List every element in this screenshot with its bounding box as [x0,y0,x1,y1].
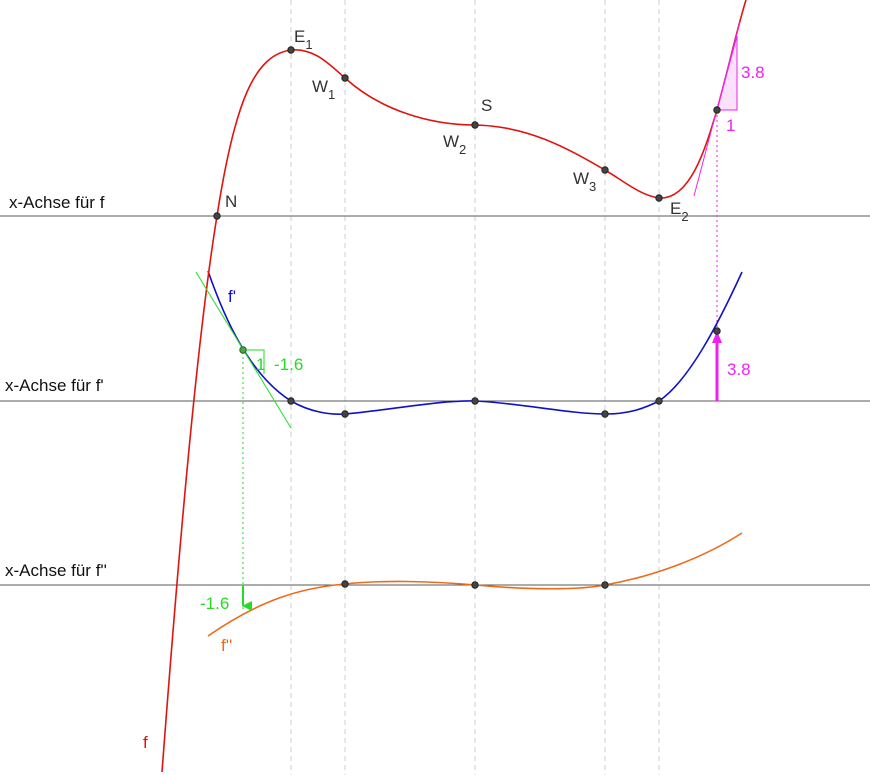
point-f-prime-w1 [341,410,349,418]
points-on-f-prime [287,327,721,418]
label-w1: W1 [312,77,335,102]
points-on-f-double-prime [341,580,609,589]
point-tangent-f [713,106,721,114]
curve-label-f-prime: f' [228,287,236,306]
guide-lines [290,0,660,775]
magenta-run-label: 1 [726,116,735,135]
magenta-derivative-value-label: 3.8 [727,360,751,379]
point-f-prime-s [471,397,479,405]
point-e1 [287,46,295,54]
axis-label-f: x-Achse für f [9,193,105,212]
point-f-prime-e1 [287,397,295,405]
label-s: S [481,96,492,115]
axis-label-f-double-prime: x-Achse für f'' [5,561,107,580]
point-s [471,121,479,129]
green-derivative-value-label: -1.6 [200,594,229,613]
green-slope-triangle [243,349,265,374]
curve-label-f: f [143,733,148,752]
axis-lines [0,215,870,586]
point-e2 [655,194,663,202]
point-f-prime-e2 [655,397,663,405]
point-f2-w1 [341,580,349,588]
point-f2-s [471,581,479,589]
magenta-slope-triangle [716,35,738,111]
axis-label-f-prime: x-Achse für f' [5,376,104,395]
curve-label-f-double-prime: f'' [221,636,232,655]
point-f-prime-tangent [239,346,247,354]
point-f-prime-w3 [601,410,609,418]
green-slope-value-label: -1.6 [274,355,303,374]
magenta-arrow-head [712,331,722,343]
point-w3 [601,166,609,174]
label-n: N [225,192,237,211]
point-f2-w3 [601,581,609,589]
label-e2: E2 [670,199,689,224]
points-on-f [213,46,721,220]
label-e1: E1 [294,27,313,52]
green-run-label: 1 [256,355,265,374]
point-f-prime-value [713,327,721,335]
point-n [213,212,221,220]
point-w1 [341,74,349,82]
label-w2: W2 [443,132,466,157]
label-w3: W3 [573,169,596,194]
curve-f [161,0,747,773]
magenta-slope-value-label: 3.8 [741,63,765,82]
